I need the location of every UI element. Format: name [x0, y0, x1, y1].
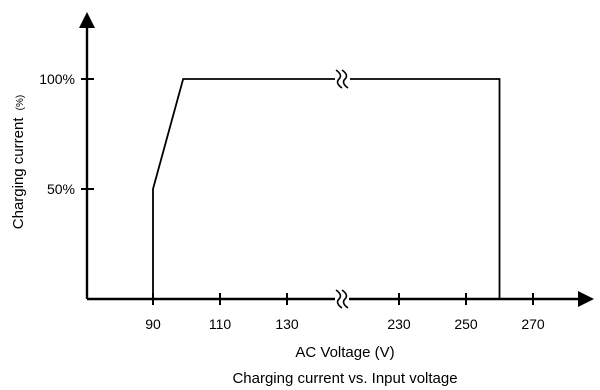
axis-breaks — [335, 69, 349, 309]
y-tick-label-50: 50% — [47, 181, 75, 197]
x-axis-break-mark-stroke-1 — [341, 289, 349, 309]
x-axis-label: AC Voltage (V) — [295, 344, 394, 361]
chart-caption: Charging current vs. Input voltage — [232, 370, 457, 387]
series-break-mark — [335, 69, 349, 89]
y-tick-label-100: 100% — [39, 71, 75, 87]
y-axis-label-unit: (%) — [15, 95, 26, 111]
series-line-0 — [152, 78, 501, 299]
series-break-mark-stroke-1 — [341, 69, 349, 89]
y-axis-label-main: Charging current — [10, 117, 27, 230]
x-tick-label-270: 270 — [521, 316, 545, 332]
y-axis-arrow — [79, 12, 95, 28]
series-break-mark-gap — [335, 75, 349, 83]
ticks: 90 110 130 230 250 270 50% 100% — [39, 71, 545, 332]
x-axis-break-mark — [335, 289, 349, 309]
x-tick-label-90: 90 — [145, 316, 161, 332]
x-tick-label-110: 110 — [209, 316, 232, 332]
x-axis-break-mark-gap — [335, 295, 349, 303]
x-axis-break-mark-stroke-0 — [335, 289, 343, 309]
series-break-mark-stroke-0 — [335, 69, 343, 89]
x-tick-label-250: 250 — [454, 316, 478, 332]
x-axis-arrow — [578, 291, 594, 307]
y-axis-label: Charging current (%) — [10, 95, 27, 229]
axes — [79, 12, 594, 307]
series — [152, 78, 501, 299]
x-tick-label-230: 230 — [387, 316, 411, 332]
x-tick-label-130: 130 — [275, 316, 299, 332]
